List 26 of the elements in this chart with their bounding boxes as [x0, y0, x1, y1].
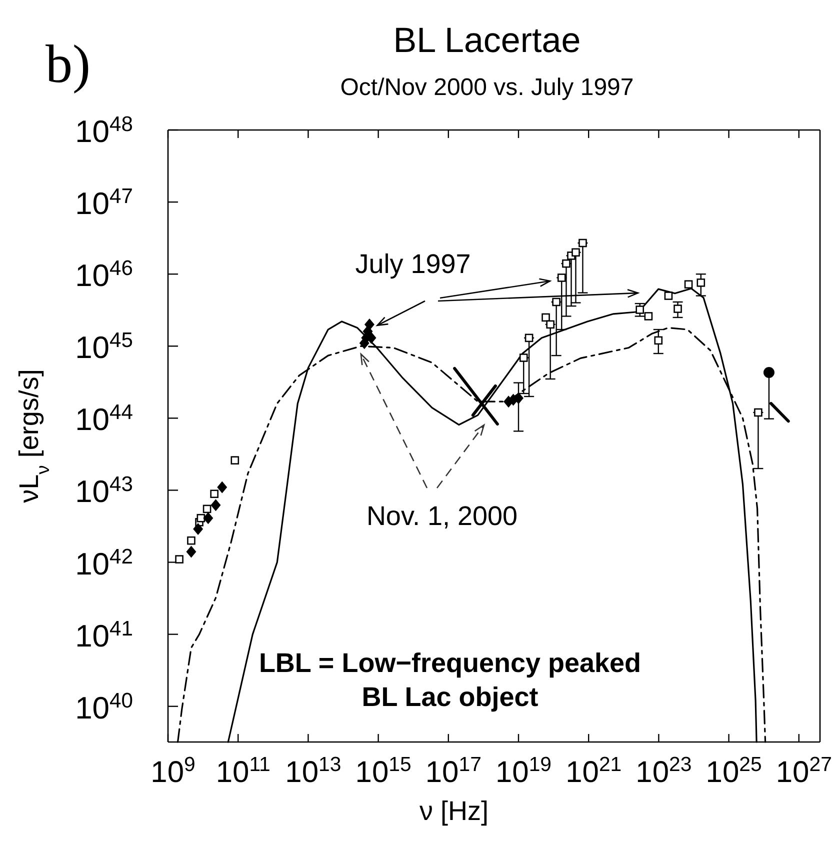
x-tick-label: 10$^{21}$	[566, 754, 622, 789]
annotation: July 1997	[355, 249, 471, 279]
annotation: LBL = Low−frequency peaked BL Lac object	[258, 648, 642, 712]
y-tick-label: 10$^{40}$	[75, 688, 133, 726]
y-tick-label: 10$^{48}$	[75, 112, 133, 149]
y-tick-label: 10$^{47}$	[75, 184, 133, 222]
x-tick-label: 10$^{27}$	[776, 754, 832, 789]
y-tick-label: 10$^{42}$	[75, 544, 133, 582]
x-tick-label: 10$^{9}$	[150, 754, 196, 789]
x-tick-label: 10$^{11}$	[216, 754, 270, 789]
x-tick-label: 10$^{25}$	[706, 754, 762, 789]
x-tick-label: 10$^{17}$	[425, 754, 482, 789]
x-tick-label: 10$^{19}$	[495, 754, 552, 789]
x-tick-label: 10$^{13}$	[285, 754, 342, 789]
chart-title: BL Lacertae	[393, 21, 581, 60]
y-tick-label: 10$^{44}$	[75, 400, 134, 438]
y-tick-label: 10$^{45}$	[75, 328, 133, 366]
text: b)	[46, 34, 90, 94]
y-tick-label: 10$^{46}$	[75, 256, 133, 294]
x-axis-title: ν [Hz]	[419, 796, 489, 826]
chart-subtitle: Oct/Nov 2000 vs. July 1997	[340, 74, 634, 101]
x-tick-label: 10$^{23}$	[636, 754, 692, 789]
annotation: Nov. 1, 2000	[366, 501, 518, 531]
y-tick-label: 10$^{41}$	[75, 616, 133, 654]
x-tick-label: 10$^{15}$	[355, 754, 412, 789]
y-tick-label: 10$^{43}$	[75, 472, 133, 510]
